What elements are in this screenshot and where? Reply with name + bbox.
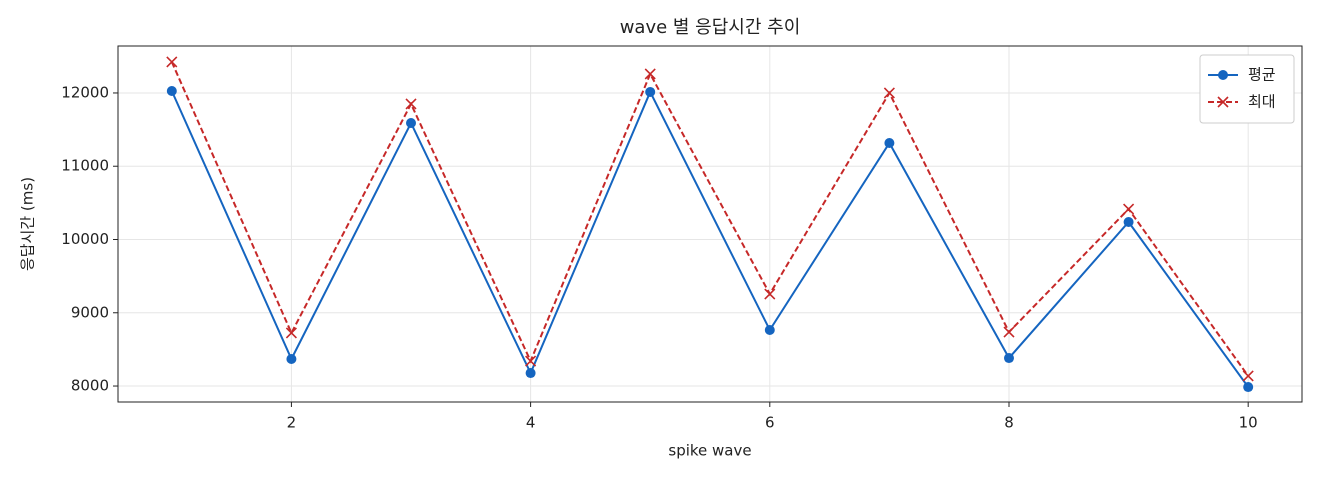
marker xyxy=(1003,326,1015,338)
legend-box xyxy=(1199,54,1295,124)
marker xyxy=(1242,370,1254,382)
chart-title: wave 별 응답시간 추이 xyxy=(620,17,801,38)
y-tick-label: 11000 xyxy=(61,157,109,175)
marker xyxy=(644,68,656,80)
marker xyxy=(1003,353,1014,364)
marker xyxy=(764,324,775,335)
y-tick-label: 12000 xyxy=(61,83,109,101)
marker xyxy=(525,355,537,367)
y-tick-label: 10000 xyxy=(61,230,109,248)
x-tick-label: 10 xyxy=(1239,414,1258,432)
legend-label: 평균 xyxy=(1248,66,1276,84)
marker xyxy=(1243,382,1254,393)
marker xyxy=(883,87,895,99)
marker xyxy=(764,288,776,300)
marker xyxy=(1217,96,1229,108)
marker xyxy=(645,86,656,97)
x-tick-label: 6 xyxy=(765,414,775,432)
x-tick-label: 4 xyxy=(526,414,536,432)
y-axis-label: 응답시간 (ms) xyxy=(19,177,37,271)
marker xyxy=(166,85,177,96)
x-tick-label: 2 xyxy=(287,414,297,432)
marker xyxy=(1123,203,1135,215)
marker xyxy=(1123,216,1134,227)
series-line xyxy=(170,89,1249,388)
x-tick-label: 8 xyxy=(1004,414,1014,432)
y-tick-label: 9000 xyxy=(71,303,109,321)
marker xyxy=(286,353,297,364)
marker xyxy=(1218,70,1228,80)
x-axis-label: spike wave xyxy=(668,442,751,460)
marker xyxy=(166,56,178,68)
y-tick-label: 8000 xyxy=(71,377,109,395)
marker xyxy=(285,327,297,339)
marker xyxy=(525,368,536,379)
plot-frame xyxy=(117,45,1303,403)
series-line xyxy=(170,61,1249,377)
marker xyxy=(406,118,417,129)
legend-label: 최대 xyxy=(1248,93,1276,111)
marker xyxy=(884,138,895,149)
marker xyxy=(405,98,417,110)
